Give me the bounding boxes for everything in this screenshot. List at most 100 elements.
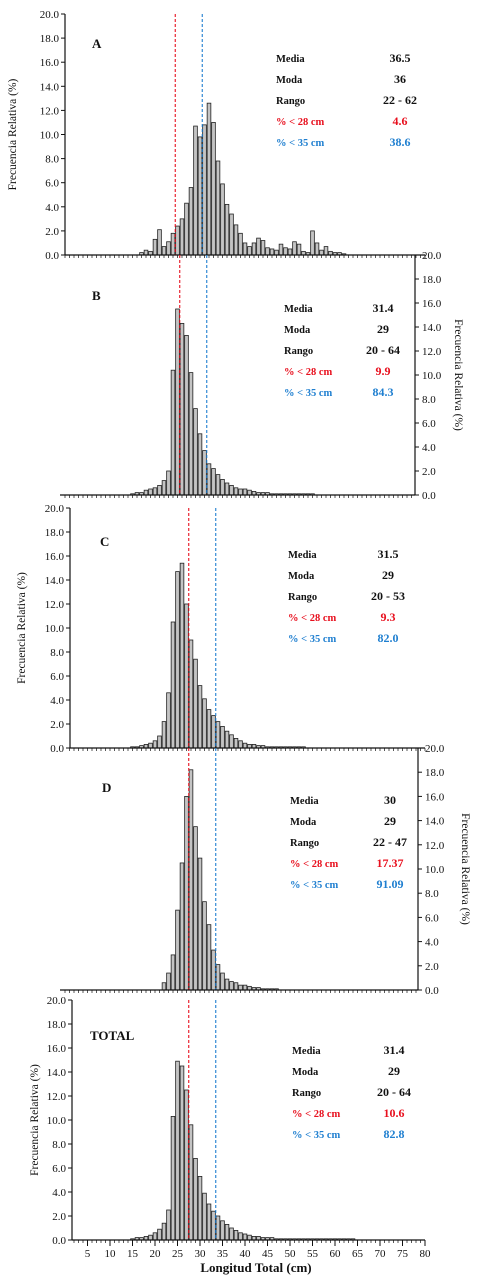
y-tick-label: 10.0	[40, 130, 60, 142]
y-tick-label: 10.0	[47, 1115, 67, 1127]
bar-b-18	[143, 489, 149, 496]
x-tick-label: 5	[85, 1248, 91, 1260]
bar-b-38	[233, 487, 239, 496]
bar-a-34	[215, 160, 221, 256]
y-tick-label: 12.0	[425, 840, 445, 852]
stat-value-under35: 84.3	[373, 385, 394, 399]
bar-a-24	[170, 232, 176, 256]
y-tick-label: 0.0	[425, 985, 439, 997]
x-tick-label: 80	[420, 1248, 432, 1260]
bar-d-39	[238, 984, 243, 991]
bar-c-35	[220, 726, 225, 749]
bar-total-28	[188, 1124, 194, 1241]
stat-label-mean: Media	[292, 1046, 321, 1057]
bar-b-23	[166, 470, 171, 496]
stat-label-range: Rango	[290, 838, 319, 849]
bar-d-23	[166, 972, 171, 991]
bar-c-36	[224, 730, 230, 749]
bar-b-29	[193, 408, 198, 496]
bar-a-23	[166, 241, 171, 256]
y-tick-label: 6.0	[422, 418, 436, 430]
bar-c-39	[238, 740, 243, 749]
bar-a-18	[143, 249, 149, 256]
stat-label-under28: % < 28 cm	[284, 367, 333, 378]
stat-label-under35: % < 35 cm	[288, 634, 337, 645]
bar-a-44	[260, 240, 266, 256]
y-tick-label: 6.0	[45, 178, 59, 190]
y-tick-label: 16.0	[47, 1043, 67, 1055]
bar-total-35	[220, 1220, 225, 1241]
x-tick-label: 55	[307, 1248, 319, 1260]
bar-total-25	[175, 1060, 180, 1241]
stat-label-mode: Moda	[284, 325, 311, 336]
bar-a-42	[251, 242, 257, 256]
bar-c-23	[166, 692, 171, 749]
y-tick-label: 2.0	[52, 1211, 66, 1223]
bar-b-34	[215, 474, 221, 496]
bar-d-30	[197, 857, 203, 991]
stat-value-range: 20 - 53	[371, 589, 405, 603]
bar-b-30	[197, 433, 203, 496]
stat-label-mean: Media	[288, 550, 317, 561]
bar-d-35	[220, 972, 225, 991]
stat-label-range: Rango	[276, 96, 305, 107]
bar-a-22	[161, 246, 167, 256]
x-tick-label: 35	[217, 1248, 229, 1260]
bar-c-19	[148, 742, 153, 749]
bar-b-33	[211, 468, 216, 496]
bar-b-22	[161, 480, 167, 496]
y-tick-label: 2.0	[45, 226, 59, 238]
panel-b: 0.0 2.0 4.0 6.0 8.0 10.0 12.0 14.0 16.0 18.0 20.0 F…	[60, 250, 464, 502]
bar-c-34	[215, 721, 221, 749]
bar-d-24	[170, 954, 176, 991]
bar-c-31	[202, 698, 207, 749]
bar-total-30	[197, 1176, 203, 1241]
y-tick-label: 14.0	[422, 322, 442, 334]
y-tick-label: 4.0	[425, 937, 439, 949]
bar-c-33	[211, 715, 216, 749]
y-tick-label: 4.0	[50, 695, 64, 707]
stat-value-mode: 29	[377, 322, 389, 336]
bar-total-29	[193, 1158, 198, 1241]
stat-value-mean: 36.5	[390, 51, 411, 65]
y-tick-label: 4.0	[45, 202, 59, 214]
bar-d-31	[202, 901, 207, 991]
bar-a-43	[256, 237, 261, 256]
stat-value-under35: 38.6	[390, 135, 411, 149]
bar-d-28	[188, 769, 194, 991]
bar-total-36	[224, 1224, 230, 1241]
bar-a-56	[314, 242, 320, 256]
stat-value-mode: 36	[394, 72, 406, 86]
bar-b-31	[202, 450, 207, 496]
y-tick-label: 10.0	[425, 864, 445, 876]
stat-value-mode: 29	[384, 814, 396, 828]
bar-d-36	[224, 978, 230, 991]
y-tick-label: 2.0	[50, 719, 64, 731]
stat-label-under35: % < 35 cm	[292, 1130, 341, 1141]
bar-a-40	[242, 242, 248, 256]
y-tick-label: 16.0	[422, 298, 442, 310]
stat-value-mean: 31.5	[378, 547, 399, 561]
bar-a-49	[283, 247, 288, 256]
bar-c-38	[233, 738, 239, 749]
y-axis-label: Frecuencia Relativa (%)	[452, 319, 464, 431]
bar-b-21	[157, 484, 162, 496]
y-tick-label: 18.0	[47, 1019, 67, 1031]
bar-c-26	[179, 562, 185, 749]
bar-b-27	[184, 334, 189, 496]
panel-title: TOTAL	[90, 1028, 135, 1043]
bar-b-35	[220, 478, 225, 496]
bar-total-20	[152, 1232, 158, 1241]
y-tick-label: 20.0	[45, 503, 65, 515]
bar-b-20	[152, 487, 158, 496]
bar-b-37	[229, 484, 234, 496]
bar-total-21	[157, 1228, 162, 1241]
y-tick-label: 6.0	[50, 671, 64, 683]
x-tick-label: 40	[240, 1248, 252, 1260]
bar-c-20	[152, 740, 158, 749]
y-tick-label: 16.0	[40, 57, 60, 69]
y-tick-label: 20.0	[425, 743, 445, 755]
bar-a-33	[211, 122, 216, 256]
x-tick-label: 25	[172, 1248, 184, 1260]
bar-b-32	[206, 463, 212, 496]
